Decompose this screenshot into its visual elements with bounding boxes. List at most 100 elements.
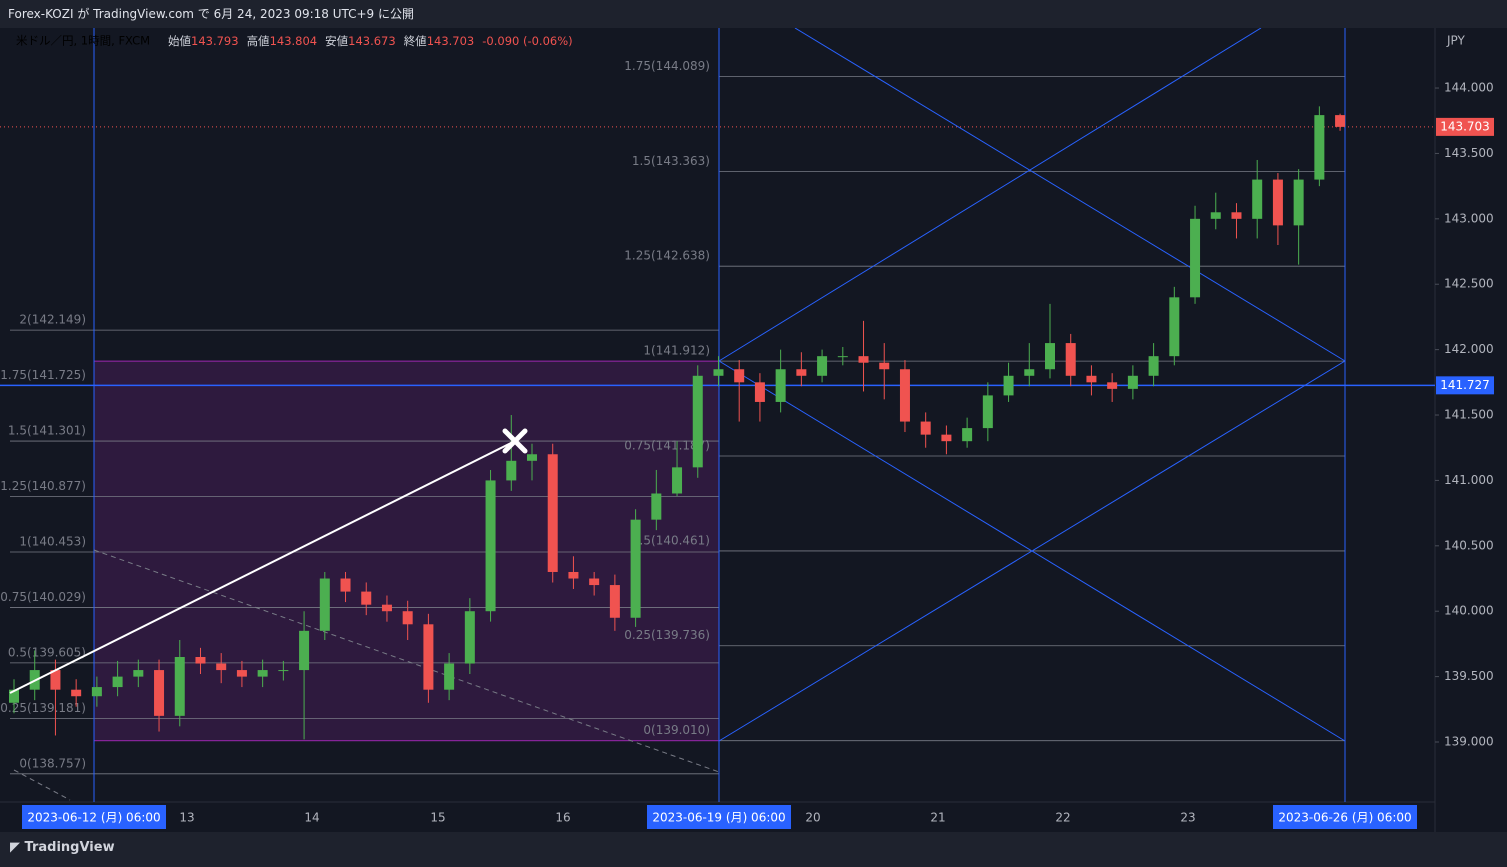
candle-body	[1107, 382, 1118, 389]
candle-body	[1252, 179, 1263, 219]
candle	[299, 611, 310, 740]
candle	[423, 613, 434, 703]
y-tick-label: 144.000	[1444, 81, 1494, 95]
fib-label: 1.25(142.638)	[624, 249, 710, 263]
candle-body	[1024, 369, 1035, 376]
y-tick-label: 142.500	[1444, 277, 1494, 291]
ohlc-change: -0.090 (-0.06%)	[482, 34, 572, 48]
candle-body	[1210, 212, 1221, 219]
candle	[1127, 365, 1138, 400]
candle-body	[299, 630, 310, 671]
candle	[1003, 362, 1014, 402]
y-tick-label: 139.500	[1444, 669, 1494, 683]
candle	[1335, 113, 1346, 131]
fib-label: 0.25(139.181)	[0, 701, 86, 715]
cross-marker	[502, 428, 528, 454]
x-label-tag	[22, 805, 166, 829]
candle-body	[982, 395, 993, 429]
dashed-trend-line	[93, 549, 720, 773]
candle	[9, 679, 19, 714]
candle	[1169, 286, 1180, 366]
last-price-label: 143.703	[1440, 119, 1490, 133]
candle-body	[216, 663, 227, 671]
cross-stroke	[502, 428, 528, 454]
candle-body	[692, 375, 703, 468]
candle-body	[547, 454, 558, 572]
fib-label: 1(140.453)	[19, 534, 86, 548]
candle	[361, 582, 372, 616]
candle-body	[506, 460, 517, 481]
candle-body	[50, 670, 61, 690]
candle-body	[568, 571, 579, 579]
candle	[1293, 169, 1304, 265]
candle-body	[527, 454, 537, 461]
candle	[1024, 343, 1035, 387]
candle	[402, 600, 413, 640]
fib-label: 1(141.912)	[643, 344, 710, 358]
candle	[1314, 106, 1325, 187]
y-tick-label: 142.000	[1444, 342, 1494, 356]
candle	[734, 360, 745, 422]
ohlc-value: 143.703	[427, 34, 475, 48]
candle-body	[112, 676, 123, 688]
x-tick-label: 22	[1055, 811, 1070, 825]
candle	[1272, 173, 1283, 245]
candle-body	[91, 687, 102, 697]
candle-body	[1190, 218, 1201, 298]
candle-body	[775, 369, 786, 402]
candle	[817, 349, 828, 383]
fib-label: 0.5(139.605)	[8, 645, 86, 659]
brand: ◤ TradingView	[10, 840, 115, 855]
candle-body	[1086, 375, 1097, 383]
candle-body	[879, 362, 890, 370]
publish-title: Forex-KOZI が TradingView.com で 6月 24, 20…	[0, 0, 1507, 28]
candle	[1045, 303, 1055, 379]
candle	[506, 415, 517, 491]
candle	[775, 349, 786, 413]
candle	[962, 417, 973, 448]
candle	[547, 443, 558, 583]
price-line-label: 141.727	[1440, 378, 1490, 392]
candle	[1190, 205, 1201, 304]
candle	[651, 469, 662, 531]
ohlc-value: 143.673	[348, 34, 396, 48]
candle	[444, 653, 455, 701]
y-tick-label: 141.500	[1444, 408, 1494, 422]
x-tick-label: 21	[930, 811, 945, 825]
candle-body	[9, 689, 19, 703]
candle-body	[589, 578, 600, 586]
candle	[1065, 333, 1076, 387]
candle	[1148, 343, 1159, 387]
candle-body	[195, 656, 206, 664]
x-tick-label: 14	[304, 811, 319, 825]
candle-body	[154, 670, 165, 716]
candle	[1086, 365, 1097, 396]
ohlc-header: 始値143.793 高値143.804 安値143.673 終値143.703 -0.0…	[168, 34, 573, 48]
candle-body	[1272, 179, 1283, 226]
y-tick-label: 143.500	[1444, 146, 1494, 160]
candle-body	[319, 578, 330, 631]
candle	[837, 347, 848, 366]
x-tick-label: 2023-06-26 (月) 06:00	[1278, 811, 1411, 825]
candle	[879, 343, 890, 400]
candle	[236, 660, 247, 688]
candle-body	[1003, 375, 1014, 396]
x-tick-label: 2023-06-19 (月) 06:00	[652, 811, 785, 825]
candle-body	[1293, 179, 1304, 226]
fib-label: 1.5(143.363)	[632, 154, 710, 168]
candle-body	[630, 519, 641, 618]
candle-body	[754, 382, 765, 402]
candle-body	[464, 611, 475, 664]
last-price-tag	[1436, 117, 1494, 136]
candle-body	[1169, 297, 1180, 357]
diagonal-line	[718, 360, 1346, 742]
price-line-tag	[1436, 376, 1494, 395]
candle-body	[1065, 343, 1076, 376]
axis-layer: 144.000143.500143.000142.500142.000141.5…	[22, 81, 1494, 829]
x-label-tag	[1273, 805, 1417, 829]
fib-label: 1.5(141.301)	[8, 424, 86, 438]
candle-body	[174, 656, 185, 716]
candle-body	[962, 428, 973, 442]
candle-body	[361, 591, 372, 605]
